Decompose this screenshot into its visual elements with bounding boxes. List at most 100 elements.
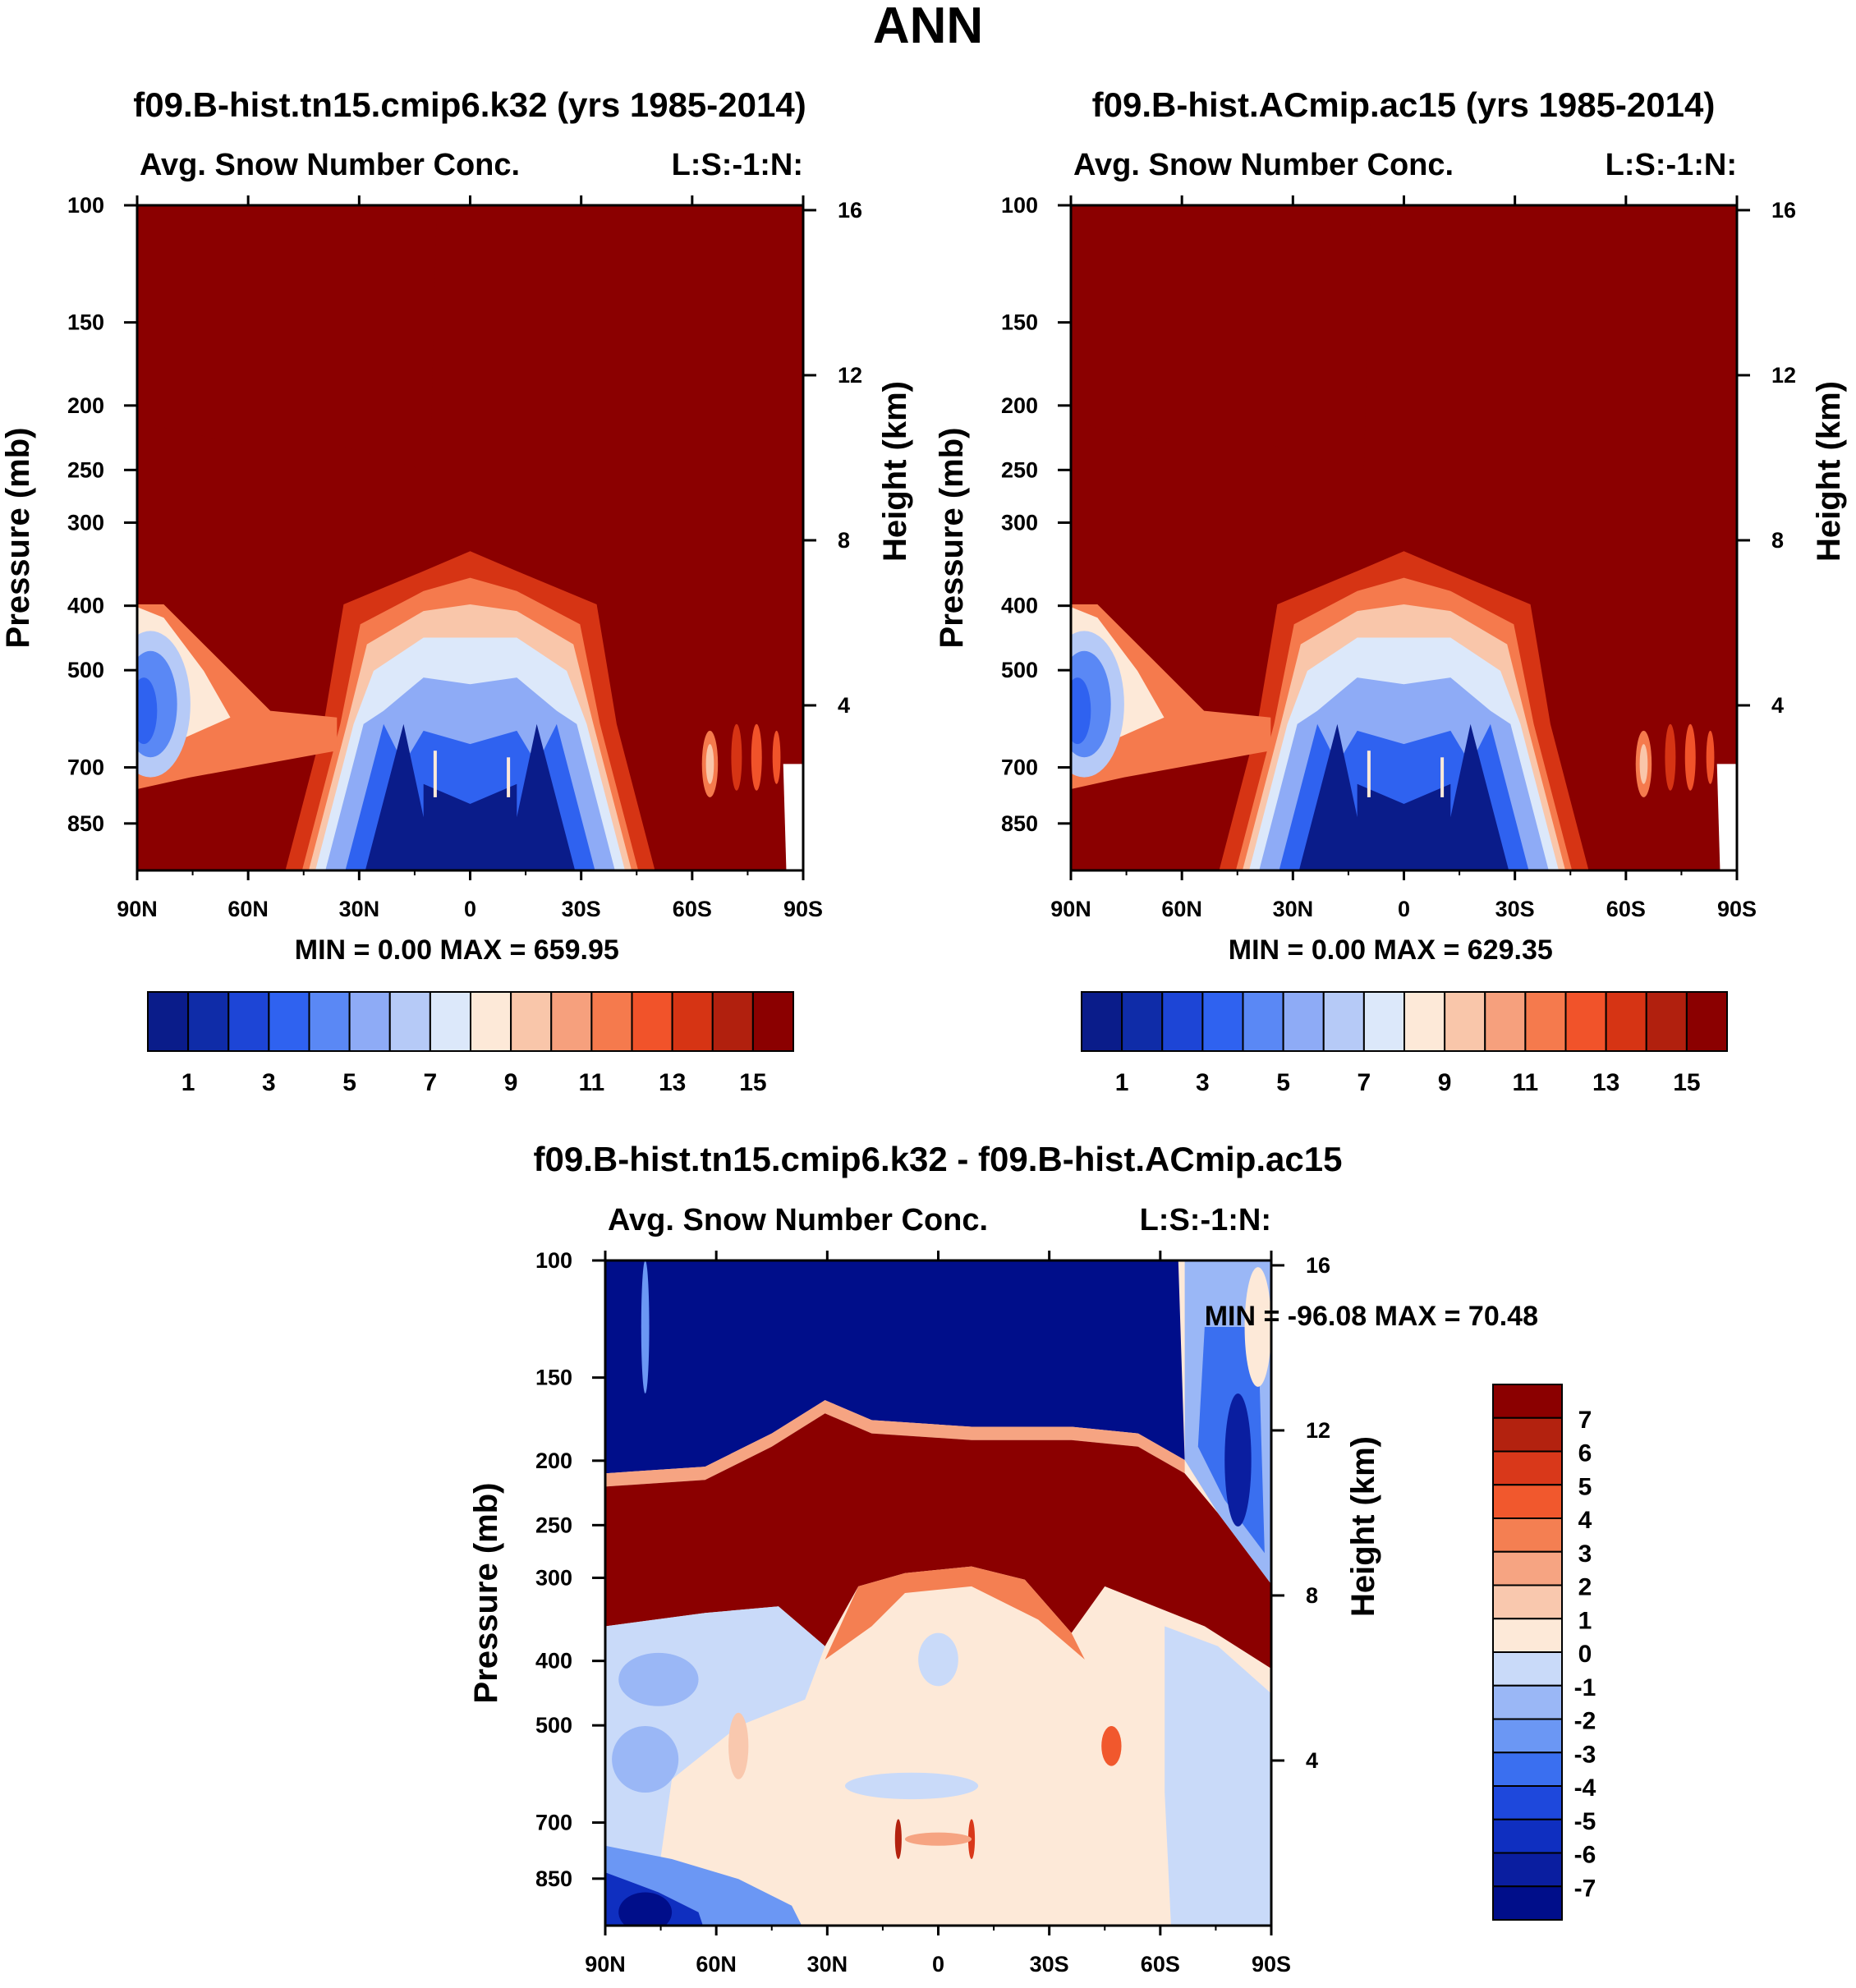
colorbar-swatch bbox=[1081, 991, 1123, 1052]
colorbar-swatch bbox=[1605, 991, 1647, 1052]
colorbar-swatch bbox=[1444, 991, 1486, 1052]
y-axis-label: Pressure (mb) bbox=[468, 1483, 504, 1704]
x-tick-label: 90N bbox=[1050, 897, 1091, 921]
colorbar-label: 9 bbox=[1438, 1069, 1452, 1096]
colorbar-label: -7 bbox=[1574, 1875, 1596, 1902]
y-tick-label: 400 bbox=[1001, 594, 1038, 618]
subtitle-left: Avg. Snow Number Conc. bbox=[140, 148, 520, 182]
colorbar-swatch bbox=[1492, 1384, 1563, 1419]
colorbar-label: 15 bbox=[739, 1069, 766, 1096]
colorbar-label: 1 bbox=[181, 1069, 195, 1096]
colorbar-label: 13 bbox=[1592, 1069, 1619, 1096]
colorbar-label: 3 bbox=[262, 1069, 276, 1096]
colorbar-swatch bbox=[1645, 991, 1688, 1052]
panel-title: f09.B-hist.tn15.cmip6.k32 (yrs 1985-2014… bbox=[133, 85, 806, 124]
missing-data bbox=[1716, 764, 1737, 870]
colorbar-label: -2 bbox=[1574, 1708, 1596, 1735]
contour-band bbox=[705, 744, 714, 784]
contour-band bbox=[1367, 751, 1371, 797]
y-tick-label: 250 bbox=[1001, 457, 1038, 482]
missing-data bbox=[783, 764, 803, 870]
colorbar-swatch bbox=[1201, 991, 1244, 1052]
y-tick-label: 300 bbox=[67, 510, 104, 535]
subtitle-left: Avg. Snow Number Conc. bbox=[608, 1203, 988, 1237]
y-tick-label: 850 bbox=[1001, 811, 1038, 836]
contour-field bbox=[605, 1260, 1271, 1926]
y2-tick-label: 12 bbox=[838, 363, 862, 388]
x-tick-label: 30N bbox=[339, 897, 380, 921]
colorbar-swatch bbox=[1492, 1885, 1563, 1921]
colorbar-swatch bbox=[429, 991, 471, 1052]
page-title: ANN bbox=[873, 0, 983, 54]
colorbar-swatch bbox=[1403, 991, 1446, 1052]
colorbar-label: 7 bbox=[1578, 1407, 1592, 1434]
colorbar-swatch bbox=[1492, 1852, 1563, 1888]
y2-tick-label: 16 bbox=[1771, 198, 1796, 223]
y-tick-label: 100 bbox=[67, 193, 104, 218]
panel-title: f09.B-hist.tn15.cmip6.k32 - f09.B-hist.A… bbox=[534, 1140, 1343, 1178]
x-tick-label: 30N bbox=[807, 1952, 848, 1977]
y-tick-label: 400 bbox=[67, 594, 104, 618]
y2-tick-label: 12 bbox=[1306, 1418, 1330, 1443]
min-max-stats: MIN = 0.00 MAX = 659.95 bbox=[295, 934, 619, 966]
colorbar-swatch bbox=[631, 991, 673, 1052]
colorbar-label: 7 bbox=[1358, 1069, 1371, 1096]
x-tick-label: 90N bbox=[117, 897, 158, 921]
x-tick-label: 30S bbox=[1030, 1952, 1069, 1977]
colorbar-label: 3 bbox=[1578, 1540, 1592, 1568]
colorbar-swatch bbox=[1492, 1550, 1563, 1586]
colorbar-label: 11 bbox=[1513, 1069, 1539, 1096]
colorbar: 7 6 5 4 3 2 1 0 -1 -2 -3 -4 -5 -6 -7 bbox=[1492, 1384, 1596, 1921]
contour-band bbox=[894, 1819, 902, 1859]
contour-band bbox=[728, 1712, 749, 1779]
y-tick-label: 100 bbox=[1001, 193, 1038, 218]
y-tick-label: 150 bbox=[67, 310, 104, 335]
panel-control: f09.B-hist.tn15.cmip6.k32 (yrs 1985-2014… bbox=[0, 85, 913, 1096]
colorbar-swatch bbox=[671, 991, 714, 1052]
colorbar-swatch bbox=[1492, 1684, 1563, 1720]
colorbar-swatch bbox=[1492, 1618, 1563, 1653]
contour-band bbox=[904, 1832, 972, 1846]
colorbar-swatch bbox=[1242, 991, 1284, 1052]
subtitle-right: L:S:-1:N: bbox=[1140, 1203, 1271, 1237]
colorbar-swatch bbox=[1524, 991, 1567, 1052]
x-tick-label: 0 bbox=[464, 897, 476, 921]
contour-band bbox=[825, 1566, 1085, 1660]
contour-band bbox=[1224, 1393, 1252, 1527]
contour-band bbox=[1298, 723, 1509, 870]
min-max-stats: MIN = 0.00 MAX = 629.35 bbox=[1229, 934, 1553, 966]
colorbar-swatch bbox=[308, 991, 351, 1052]
y2-tick-label: 16 bbox=[1306, 1253, 1330, 1278]
x-tick-label: 30N bbox=[1273, 897, 1314, 921]
colorbar-label: 6 bbox=[1578, 1440, 1592, 1467]
y2-tick-label: 8 bbox=[1306, 1583, 1318, 1608]
contour-band bbox=[1706, 730, 1715, 784]
colorbar-label: 5 bbox=[1578, 1473, 1592, 1500]
contour-band bbox=[605, 1413, 1271, 1669]
y-tick-label: 700 bbox=[67, 755, 104, 780]
x-tick-label: 0 bbox=[932, 1952, 944, 1977]
y-tick-label: 250 bbox=[535, 1513, 572, 1537]
panel-difference: f09.B-hist.tn15.cmip6.k32 - f09.B-hist.A… bbox=[468, 1140, 1596, 1977]
colorbar-label: 5 bbox=[1276, 1069, 1290, 1096]
colorbar-swatch bbox=[711, 991, 754, 1052]
colorbar-label: -5 bbox=[1574, 1808, 1596, 1835]
colorbar-label: 0 bbox=[1578, 1641, 1592, 1668]
colorbar-swatch bbox=[1492, 1818, 1563, 1854]
colorbar-swatch bbox=[470, 991, 512, 1052]
x-tick-label: 90N bbox=[585, 1952, 626, 1977]
colorbar-label: -4 bbox=[1574, 1775, 1596, 1802]
colorbar-swatch bbox=[1492, 1651, 1563, 1687]
y-tick-label: 850 bbox=[535, 1866, 572, 1891]
subtitle-right: L:S:-1:N: bbox=[672, 148, 803, 182]
x-tick-label: 90S bbox=[1252, 1952, 1291, 1977]
y2-tick-label: 4 bbox=[1306, 1748, 1318, 1773]
colorbar-swatch bbox=[1492, 1584, 1563, 1620]
x-tick-label: 30S bbox=[1495, 897, 1535, 921]
contour-band bbox=[731, 723, 742, 791]
y2-tick-label: 4 bbox=[1771, 693, 1784, 718]
contour-field bbox=[1071, 205, 1737, 870]
y-tick-label: 300 bbox=[1001, 510, 1038, 535]
